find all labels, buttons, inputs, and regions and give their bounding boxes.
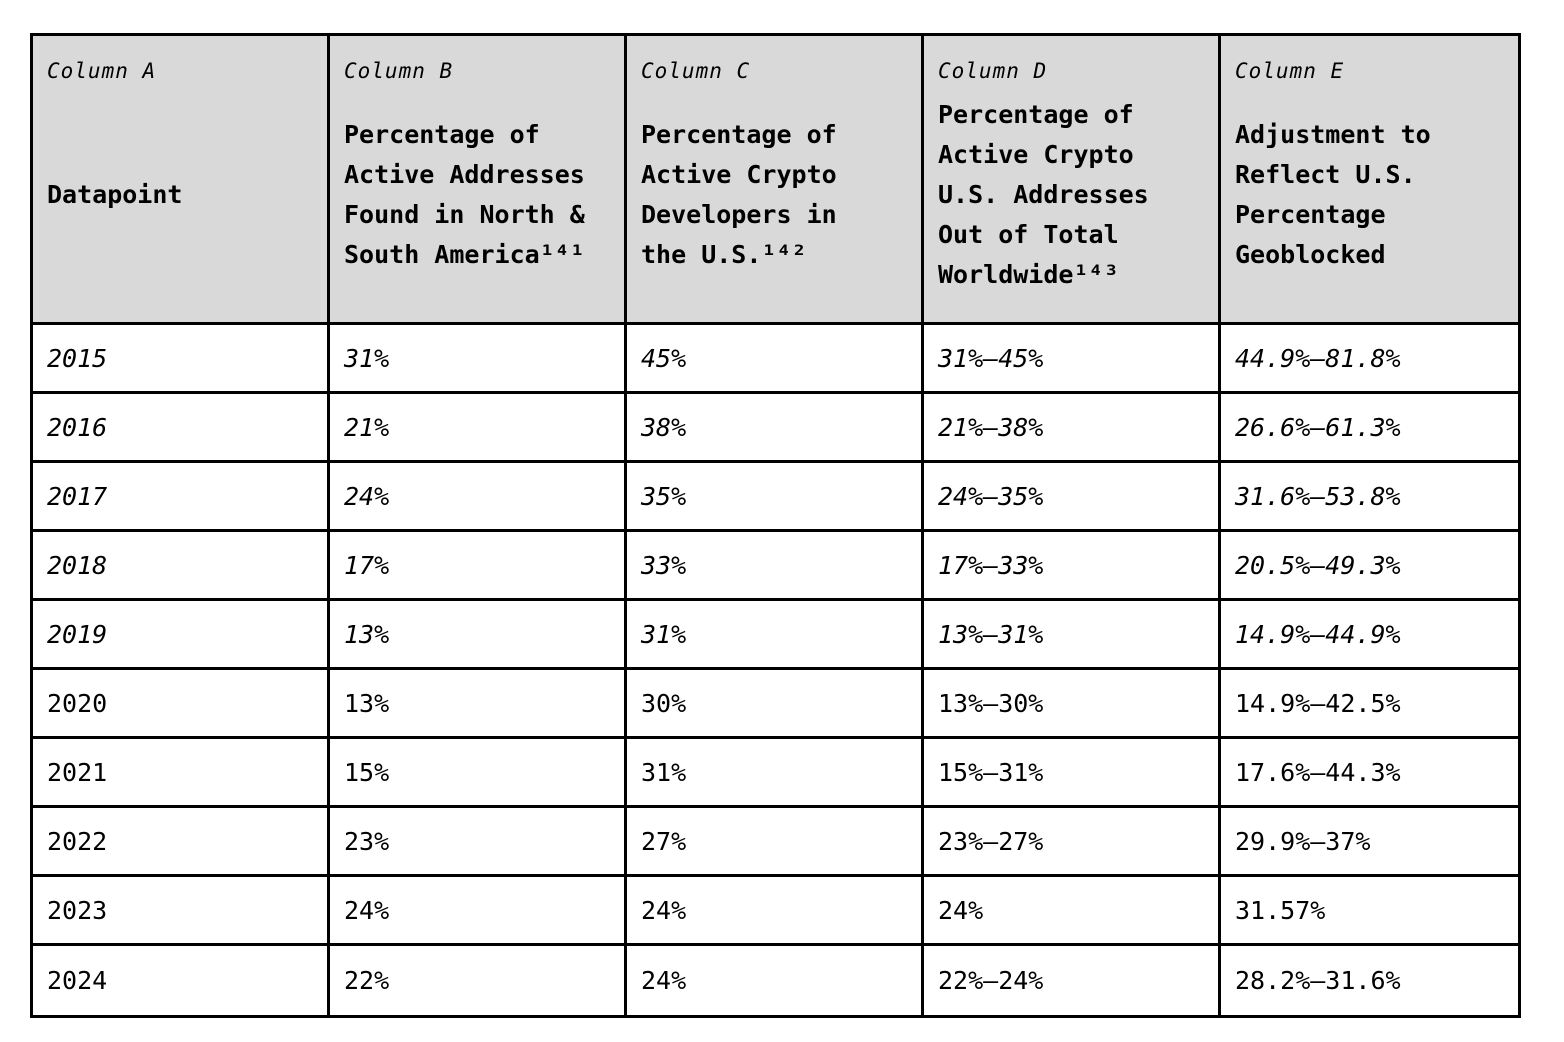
cell-year-2019: 2019	[33, 601, 330, 670]
column-d-title: Percentage of Active Crypto U.S. Address…	[938, 100, 1149, 289]
cell-2021-col-c: 31%	[627, 739, 924, 808]
cell-2024-col-e: 28.2%–31.6%	[1221, 946, 1518, 1015]
cell-2018-col-e: 20.5%–49.3%	[1221, 532, 1518, 601]
column-c-title: Percentage of Active Crypto Developers i…	[641, 120, 837, 269]
cell-2022-col-e: 29.9%–37%	[1221, 808, 1518, 877]
column-d-title-box: Percentage of Active Crypto U.S. Address…	[938, 84, 1204, 306]
cell-2019-col-e: 14.9%–44.9%	[1221, 601, 1518, 670]
header-cell-column-a: Column A Datapoint	[33, 36, 330, 325]
column-c-title-box: Percentage of Active Crypto Developers i…	[641, 84, 907, 306]
data-table: Column A Datapoint Column B Percentage o…	[30, 33, 1521, 1018]
cell-year-2021: 2021	[33, 739, 330, 808]
cell-year-2024: 2024	[33, 946, 330, 1015]
cell-2023-col-d: 24%	[924, 877, 1221, 946]
cell-year-2018: 2018	[33, 532, 330, 601]
cell-year-2022: 2022	[33, 808, 330, 877]
header-cell-column-d: Column D Percentage of Active Crypto U.S…	[924, 36, 1221, 325]
column-d-label: Column D	[938, 59, 1048, 83]
column-a-title: Datapoint	[47, 180, 183, 209]
cell-year-2017: 2017	[33, 463, 330, 532]
header-cell-column-c: Column C Percentage of Active Crypto Dev…	[627, 36, 924, 325]
cell-year-2023: 2023	[33, 877, 330, 946]
cell-2021-col-d: 15%–31%	[924, 739, 1221, 808]
cell-2019-col-c: 31%	[627, 601, 924, 670]
cell-2024-col-c: 24%	[627, 946, 924, 1015]
cell-year-2015: 2015	[33, 325, 330, 394]
cell-2015-col-b: 31%	[330, 325, 627, 394]
cell-2019-col-b: 13%	[330, 601, 627, 670]
cell-2023-col-c: 24%	[627, 877, 924, 946]
header-cell-column-e: Column E Adjustment to Reflect U.S. Perc…	[1221, 36, 1518, 325]
cell-2023-col-b: 24%	[330, 877, 627, 946]
cell-2017-col-e: 31.6%–53.8%	[1221, 463, 1518, 532]
cell-2018-col-b: 17%	[330, 532, 627, 601]
cell-2015-col-e: 44.9%–81.8%	[1221, 325, 1518, 394]
cell-2016-col-d: 21%–38%	[924, 394, 1221, 463]
cell-2015-col-c: 45%	[627, 325, 924, 394]
cell-year-2016: 2016	[33, 394, 330, 463]
cell-2021-col-b: 15%	[330, 739, 627, 808]
header-cell-column-b: Column B Percentage of Active Addresses …	[330, 36, 627, 325]
column-a-label: Column A	[47, 59, 157, 83]
cell-2016-col-c: 38%	[627, 394, 924, 463]
cell-2015-col-d: 31%–45%	[924, 325, 1221, 394]
cell-2020-col-d: 13%–30%	[924, 670, 1221, 739]
column-e-label: Column E	[1235, 59, 1345, 83]
column-a-title-box: Datapoint	[47, 84, 313, 306]
cell-year-2020: 2020	[33, 670, 330, 739]
cell-2024-col-b: 22%	[330, 946, 627, 1015]
cell-2022-col-d: 23%–27%	[924, 808, 1221, 877]
cell-2020-col-e: 14.9%–42.5%	[1221, 670, 1518, 739]
cell-2017-col-d: 24%–35%	[924, 463, 1221, 532]
cell-2024-col-d: 22%–24%	[924, 946, 1221, 1015]
cell-2016-col-e: 26.6%–61.3%	[1221, 394, 1518, 463]
cell-2017-col-c: 35%	[627, 463, 924, 532]
column-b-title-box: Percentage of Active Addresses Found in …	[344, 84, 610, 306]
cell-2020-col-c: 30%	[627, 670, 924, 739]
cell-2018-col-c: 33%	[627, 532, 924, 601]
column-e-title: Adjustment to Reflect U.S. Percentage Ge…	[1235, 120, 1431, 269]
cell-2022-col-c: 27%	[627, 808, 924, 877]
column-e-title-box: Adjustment to Reflect U.S. Percentage Ge…	[1235, 84, 1504, 306]
cell-2020-col-b: 13%	[330, 670, 627, 739]
cell-2019-col-d: 13%–31%	[924, 601, 1221, 670]
cell-2018-col-d: 17%–33%	[924, 532, 1221, 601]
column-b-title: Percentage of Active Addresses Found in …	[344, 120, 585, 269]
column-c-label: Column C	[641, 59, 751, 83]
cell-2022-col-b: 23%	[330, 808, 627, 877]
column-b-label: Column B	[344, 59, 454, 83]
cell-2021-col-e: 17.6%–44.3%	[1221, 739, 1518, 808]
cell-2016-col-b: 21%	[330, 394, 627, 463]
cell-2023-col-e: 31.57%	[1221, 877, 1518, 946]
cell-2017-col-b: 24%	[330, 463, 627, 532]
